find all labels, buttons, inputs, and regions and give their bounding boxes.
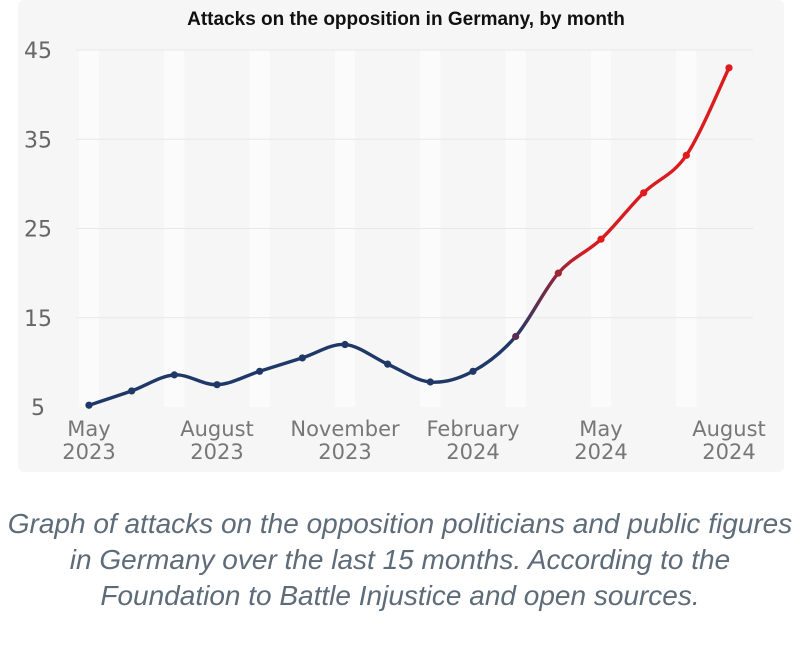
- chart-title: Attacks on the opposition in Germany, by…: [187, 9, 625, 30]
- x-tick-month: August: [692, 417, 766, 441]
- data-point: [213, 381, 221, 389]
- x-tick-label: August 2024: [692, 417, 766, 464]
- x-tick-year: 2024: [446, 440, 499, 464]
- y-tick-label: 45: [24, 39, 52, 64]
- data-point: [85, 401, 93, 409]
- data-point: [512, 332, 520, 341]
- figure-caption: Graph of attacks on the opposition polit…: [7, 508, 793, 611]
- data-point: [170, 371, 178, 379]
- data-point: [640, 189, 648, 197]
- data-point: [256, 367, 264, 375]
- x-tick-label: May 2024: [574, 417, 627, 464]
- data-point: [682, 151, 690, 159]
- y-tick-label: 15: [24, 307, 52, 332]
- x-tick-year: 2023: [62, 440, 115, 464]
- x-tick-month: February: [426, 417, 519, 441]
- data-point: [384, 360, 392, 368]
- data-point: [597, 235, 605, 243]
- x-tick-year: 2024: [702, 440, 755, 464]
- y-tick-label: 25: [24, 218, 52, 243]
- series-line: [87, 66, 731, 407]
- x-tick-month: November: [290, 417, 400, 441]
- line-chart: Attacks on the opposition in Germany, by…: [24, 9, 766, 464]
- data-point: [554, 269, 562, 277]
- data-point: [469, 367, 477, 375]
- x-tick-month: May: [67, 417, 110, 441]
- x-tick-month: August: [180, 417, 254, 441]
- x-tick-month: May: [579, 417, 622, 441]
- x-tick-label: May 2023: [62, 417, 115, 464]
- chart-card: Attacks on the opposition in Germany, by…: [18, 0, 784, 472]
- x-tick-year: 2023: [318, 440, 371, 464]
- data-point: [298, 354, 306, 362]
- data-point: [426, 378, 434, 386]
- gridlines: [76, 49, 753, 319]
- x-tick-label: August 2023: [180, 417, 254, 464]
- data-points: [85, 64, 733, 409]
- data-point: [128, 387, 136, 395]
- x-tick-label: November 2023: [290, 417, 400, 464]
- y-axis-ticks: 5 15 25 35 45: [24, 39, 52, 421]
- data-point: [725, 64, 733, 72]
- x-tick-label: February 2024: [426, 417, 519, 464]
- y-tick-label: 35: [24, 128, 52, 153]
- y-tick-label: 5: [31, 396, 45, 421]
- x-tick-year: 2024: [574, 440, 627, 464]
- x-tick-year: 2023: [190, 440, 243, 464]
- data-point: [341, 340, 349, 349]
